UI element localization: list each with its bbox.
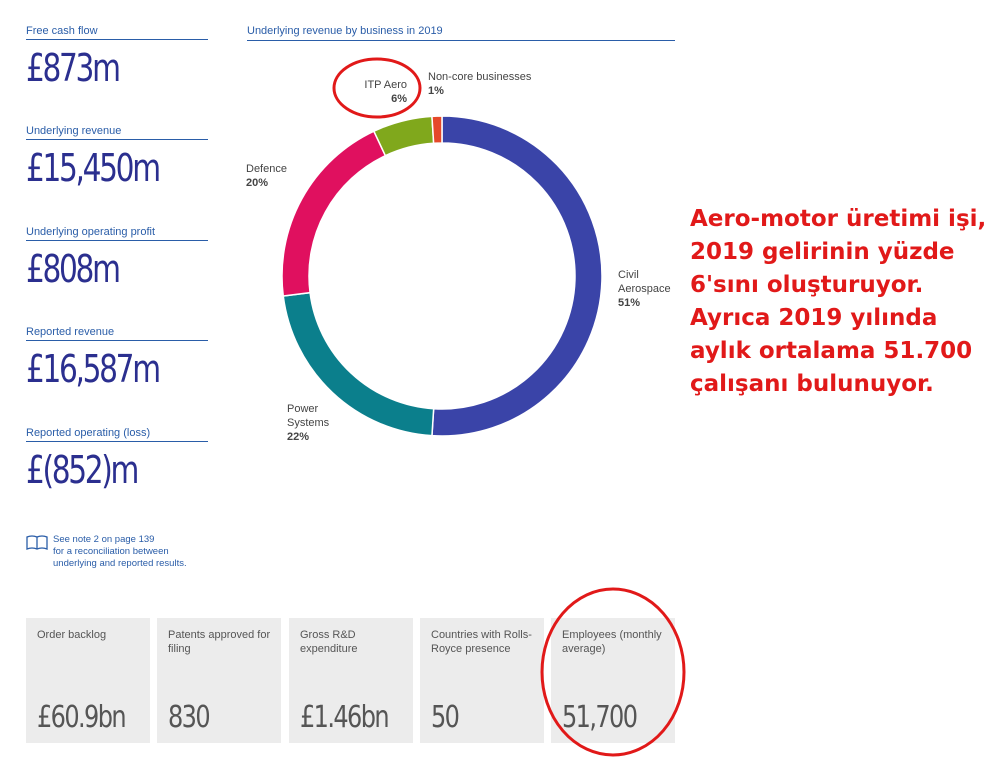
slice-label-defence: Defence [246,163,287,175]
stat-label: Gross R&D expenditure [300,629,358,655]
metric-value: £16,587m [26,347,161,391]
stat-gross-rd: Gross R&D expenditure £1.46bn [289,618,413,743]
slice-label-itp-aero: ITP Aero [364,79,407,91]
slice-label-civil-aerospace: Civil [618,269,639,281]
stat-label: Patents approved for filing [168,629,271,655]
metric-underlying-operating-profit: Underlying operating profit £808m [26,226,208,289]
donut-slice-non-core-businesses [431,115,443,145]
metric-reported-revenue: Reported revenue £16,587m [26,326,208,389]
stat-value: £60.9bn [37,700,127,735]
metric-reported-operating-loss: Reported operating (loss) £(852)m [26,427,208,490]
slice-pct-civil-aerospace: 51% [618,297,640,309]
slice-label-power-systems: Systems [287,417,330,429]
slice-label-power-systems: Power [287,403,319,415]
slice-pct-defence: 20% [246,177,268,189]
stat-value: 50 [431,700,460,735]
itp-aero-highlight-circle [332,57,422,119]
book-icon [26,535,48,550]
stat-label: Employees (monthly average) [562,629,662,655]
stat-order-backlog: Order backlog £60.9bn [26,618,150,743]
stat-value: 830 [168,700,211,735]
metric-value: £808m [26,247,121,291]
chart-title: Underlying revenue by business in 2019 [247,25,675,41]
note-line-1: See note 2 on page 139 [53,534,155,545]
metric-value: £(852)m [26,448,139,492]
note-line-2: for a reconciliation between [53,546,169,557]
note-line-3: underlying and reported results. [53,558,187,569]
stat-value: £1.46bn [300,700,390,735]
metric-value: £15,450m [26,146,161,190]
donut-slice-defence [281,130,387,297]
metric-label: Underlying revenue [26,125,208,140]
metric-free-cash-flow: Free cash flow £873m [26,25,208,88]
slice-label-non-core-businesses: Non-core businesses [428,71,532,83]
stat-label: Countries with Rolls-Royce presence [431,629,532,655]
slice-pct-power-systems: 22% [287,431,309,443]
stat-employees: Employees (monthly average) 51,700 [551,618,675,743]
employees-highlight-circle [540,587,686,757]
stat-value: 51,700 [562,700,638,735]
donut-chart: Civil Aerospace 51% Power Systems 22% Defence 2… [246,57,671,443]
annotation-text: Aero-motor üretimi işi, 2019 gelirinin y… [690,206,987,397]
reconciliation-note: See note 2 on page 139 for a reconciliat… [26,534,253,570]
metric-value: £873m [26,46,121,90]
slice-pct-itp-aero: 6% [391,93,407,105]
donut-slice-civil-aerospace [431,115,603,437]
slice-label-civil-aerospace: Aerospace [618,283,671,295]
stat-patents: Patents approved for filing 830 [157,618,281,743]
metric-label: Reported revenue [26,326,208,341]
slice-pct-non-core-businesses: 1% [428,85,444,97]
donut-slice-itp-aero [372,115,435,157]
stat-countries: Countries with Rolls-Royce presence 50 [420,618,544,743]
metric-underlying-revenue: Underlying revenue £15,450m [26,125,208,188]
metric-label: Reported operating (loss) [26,427,208,442]
metric-label: Free cash flow [26,25,208,40]
metric-label: Underlying operating profit [26,226,208,241]
stat-label: Order backlog [37,629,107,641]
